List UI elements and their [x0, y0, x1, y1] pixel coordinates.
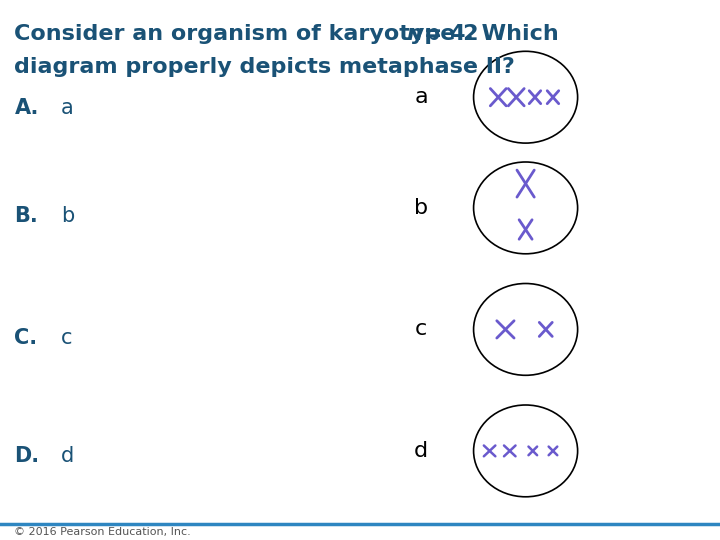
Text: A.: A. — [14, 98, 39, 118]
Text: n: n — [407, 24, 423, 44]
Text: Consider an organism of karyotype 2: Consider an organism of karyotype 2 — [14, 24, 479, 44]
Text: c: c — [61, 327, 73, 348]
Text: a: a — [61, 98, 74, 118]
Text: b: b — [414, 198, 428, 218]
Text: D.: D. — [14, 446, 40, 467]
Text: a: a — [415, 87, 428, 107]
Text: © 2016 Pearson Education, Inc.: © 2016 Pearson Education, Inc. — [14, 527, 191, 537]
Text: d: d — [61, 446, 74, 467]
Text: = 4. Which: = 4. Which — [416, 24, 559, 44]
Text: d: d — [414, 441, 428, 461]
Text: C.: C. — [14, 327, 37, 348]
Text: diagram properly depicts metaphase II?: diagram properly depicts metaphase II? — [14, 57, 516, 77]
Text: B.: B. — [14, 206, 38, 226]
Text: c: c — [415, 319, 428, 340]
Text: b: b — [61, 206, 74, 226]
